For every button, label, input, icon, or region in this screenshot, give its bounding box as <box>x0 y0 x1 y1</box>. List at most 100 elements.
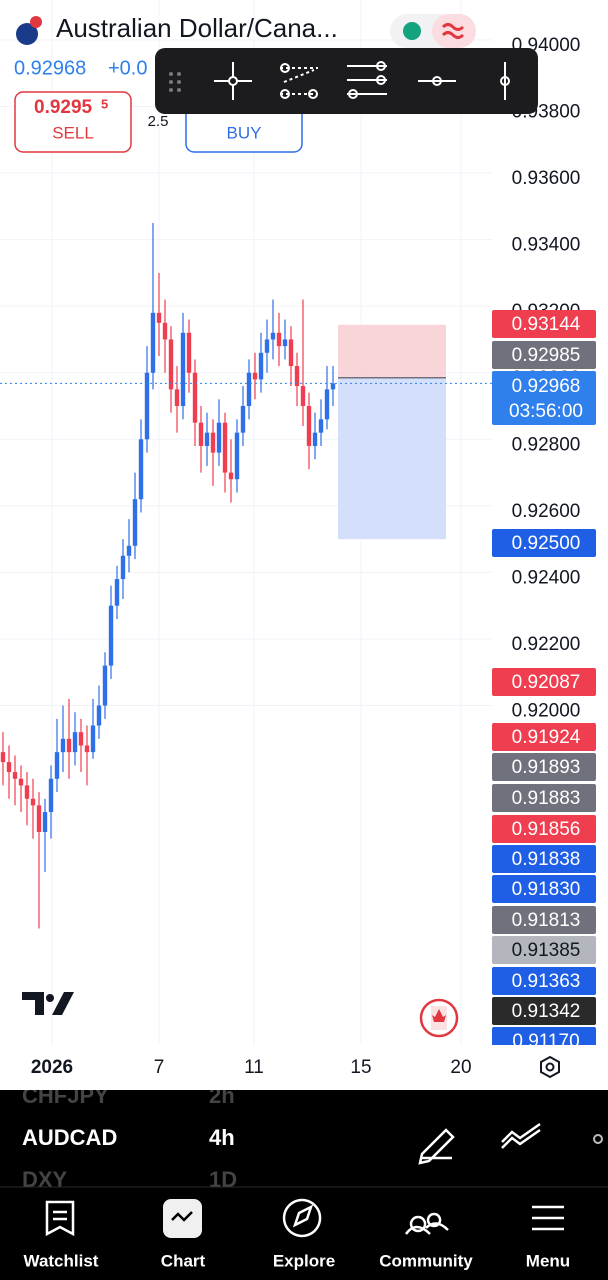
watchlist-interval[interactable]: 2h <box>209 1083 235 1108</box>
y-tick-label: 0.93600 <box>512 168 581 189</box>
drawing-button[interactable] <box>418 1128 455 1165</box>
candle-body <box>126 545 132 556</box>
market-open-dot <box>403 22 421 40</box>
price-tag <box>492 936 596 964</box>
candle-body <box>252 372 258 380</box>
price-change: +0.0 <box>108 57 147 79</box>
candle-body <box>72 732 78 753</box>
tradingview-logo <box>22 992 74 1015</box>
candle-body <box>138 439 144 500</box>
watchlist-symbol[interactable]: AUDCAD <box>22 1125 117 1150</box>
candle-body <box>198 422 204 446</box>
nav-label[interactable]: Menu <box>526 1251 570 1270</box>
watchlist-symbol[interactable]: DXY <box>22 1167 68 1192</box>
y-tick-label: 0.92000 <box>512 701 581 722</box>
nav-icon <box>171 1211 193 1222</box>
nav-label[interactable]: Watchlist <box>24 1251 99 1270</box>
stop-zone <box>338 324 446 378</box>
candle-body <box>120 555 126 580</box>
nav-label[interactable]: Explore <box>273 1251 335 1270</box>
price-tag <box>492 906 596 934</box>
candle-body <box>174 389 180 407</box>
candle-body <box>180 332 186 407</box>
watchlist-symbol[interactable]: CHFJPY <box>22 1083 109 1108</box>
candle-body <box>258 352 264 380</box>
candle-body <box>186 332 192 373</box>
channel-tool[interactable] <box>280 67 318 95</box>
bottom-panel <box>0 1090 608 1280</box>
watchlist-interval[interactable]: 4h <box>209 1125 235 1150</box>
price-tag <box>492 341 596 369</box>
price-tag <box>492 371 596 425</box>
price-tag-label: 0.91893 <box>512 757 581 778</box>
settings-button[interactable] <box>540 1055 560 1079</box>
price-tag-label: 0.92500 <box>512 533 581 554</box>
candle-body <box>282 339 288 347</box>
x-tick-label: 11 <box>244 1057 264 1078</box>
candle-body <box>240 406 246 433</box>
candle-body <box>288 339 294 367</box>
nav-label[interactable]: Community <box>379 1251 473 1270</box>
sell-button[interactable] <box>14 91 132 153</box>
price-tag <box>492 668 596 696</box>
price-tag <box>492 310 596 338</box>
candle-body <box>54 752 60 779</box>
candle-body <box>96 705 102 726</box>
sell-price: 0.9295 <box>34 97 93 118</box>
price-tag <box>492 815 596 843</box>
candle-body <box>30 798 36 806</box>
price-tag-label: 0.91924 <box>512 727 581 748</box>
price-tag <box>492 529 596 557</box>
price-tag-label: 0.92087 <box>512 672 581 693</box>
target-zone <box>338 377 446 540</box>
candle-body <box>234 432 240 480</box>
candle-body <box>318 419 324 433</box>
candle-body <box>108 605 114 666</box>
fib-tool[interactable] <box>347 65 387 95</box>
price-tag <box>492 1027 596 1045</box>
candle-body <box>12 772 18 779</box>
nav-bar: Watchlist Chart Explore Community Menu <box>24 1198 570 1270</box>
tradingview-logo <box>46 994 54 1002</box>
candle-body <box>162 322 168 340</box>
price-tag-label: 0.91363 <box>512 971 581 992</box>
delay-icon <box>441 23 465 39</box>
nav-label[interactable]: Chart <box>161 1251 206 1270</box>
x-tick-label: 7 <box>154 1057 165 1078</box>
nav-icon <box>404 1212 449 1235</box>
candle-body <box>324 389 330 420</box>
y-tick-label: 0.93400 <box>512 235 581 256</box>
watchlist-interval[interactable]: 1D <box>209 1167 237 1192</box>
y-tick-label: 0.92400 <box>512 567 581 588</box>
nav-icon <box>282 1198 322 1238</box>
candle-body <box>204 432 210 446</box>
price-tag <box>492 784 596 812</box>
candle-body <box>0 752 6 763</box>
price-tag-label: 0.93144 <box>512 314 581 335</box>
delay-badge <box>432 14 476 48</box>
candle-body <box>132 499 138 546</box>
candle-body <box>78 732 84 746</box>
y-tick-label: 0.92600 <box>512 501 581 522</box>
price-tag-label: 0.91385 <box>512 940 581 961</box>
candle-body <box>18 778 24 786</box>
x-tick-label: 15 <box>350 1057 371 1078</box>
y-tick-label: 0.92200 <box>512 634 581 655</box>
candle-body <box>144 372 150 440</box>
indicators-button[interactable] <box>501 1122 541 1149</box>
price-tag <box>492 723 596 751</box>
spread: 2.5 <box>148 113 169 130</box>
price-tag-label: 0.91170 <box>512 1031 579 1052</box>
candle-body <box>228 472 234 480</box>
countdown: 03:56:00 <box>509 401 583 422</box>
candle-body <box>36 805 42 833</box>
x-tick-label: 20 <box>450 1057 471 1078</box>
candle-body <box>60 738 66 753</box>
price-tag-label: 0.91838 <box>512 849 581 870</box>
price-tag <box>492 997 596 1025</box>
price-tag-label: 0.91830 <box>512 879 581 900</box>
candle-body <box>48 778 54 813</box>
buy-label: BUY <box>227 123 262 142</box>
candle-body <box>24 785 30 799</box>
